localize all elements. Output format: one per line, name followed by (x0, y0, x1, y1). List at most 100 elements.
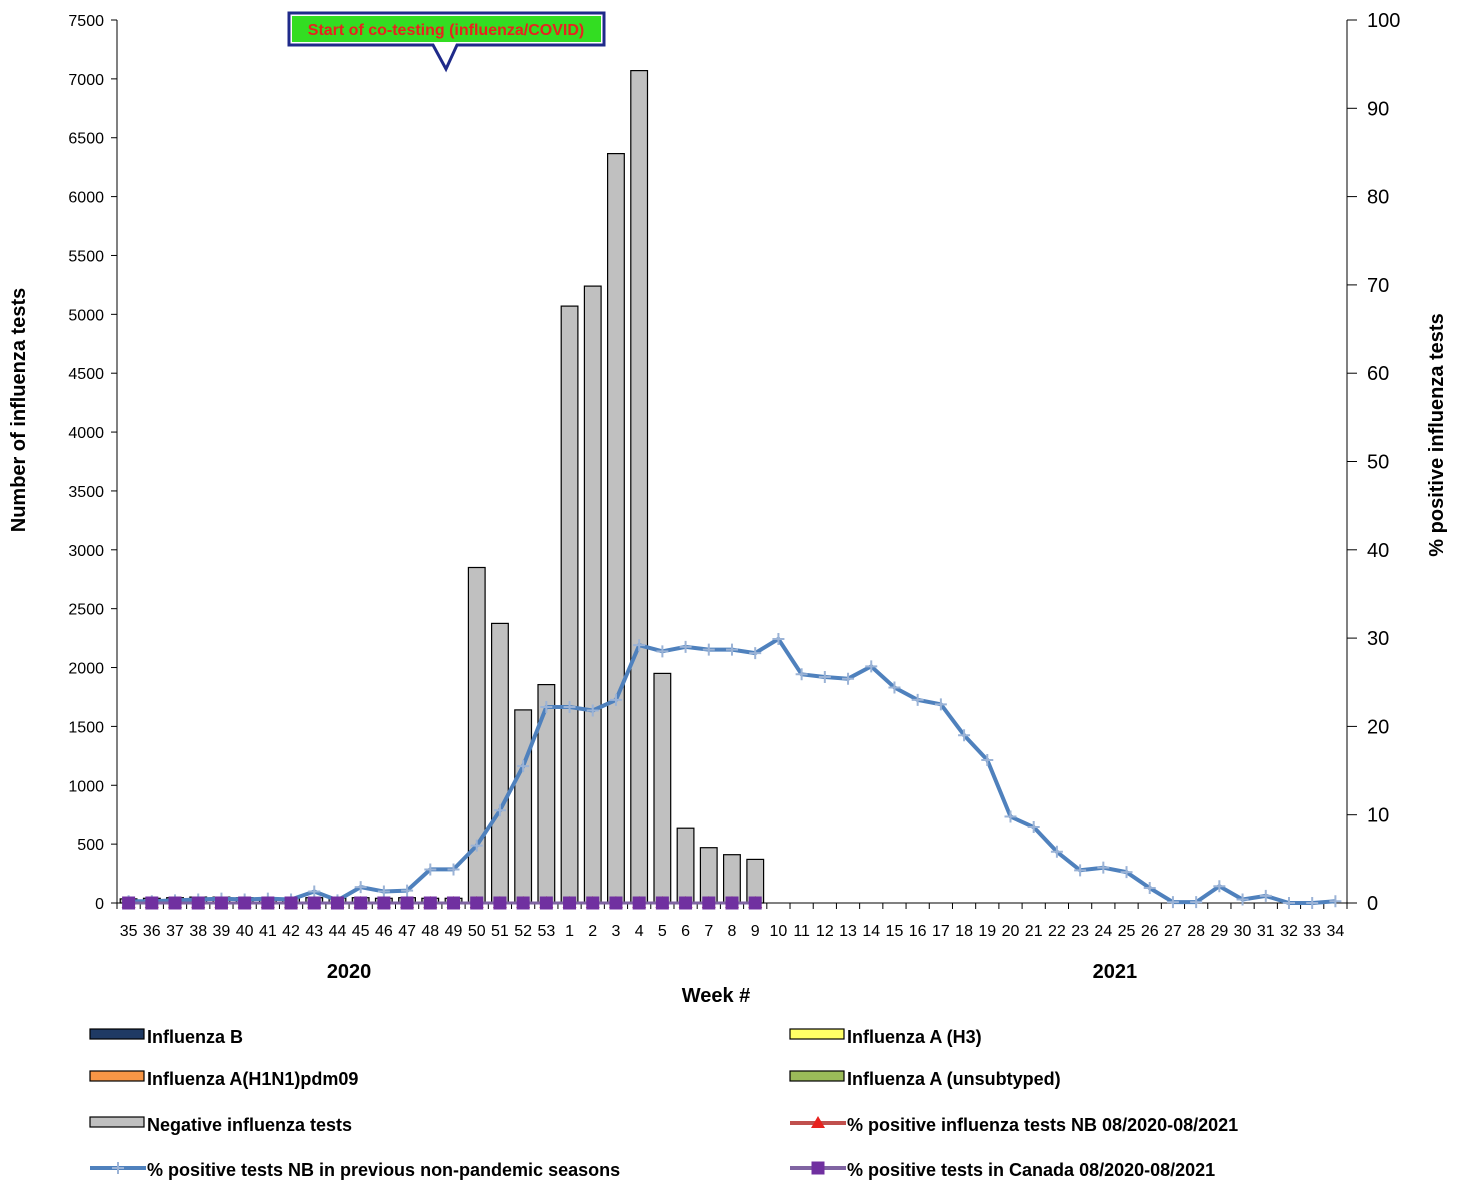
marker-plus-week-1 (563, 700, 576, 713)
marker-square-week-43 (307, 896, 321, 910)
x-tick-label: 26 (1141, 923, 1159, 940)
marker-plus-week-13 (842, 672, 855, 685)
marker-plus-week-48 (424, 863, 437, 876)
x-tick-label: 38 (189, 923, 207, 940)
y-right-tick-label: 30 (1367, 628, 1389, 650)
callout-text: Start of co-testing (influenza/COVID) (308, 22, 584, 39)
x-tick-label: 34 (1326, 923, 1344, 940)
marker-plus-week-32 (1282, 897, 1295, 909)
x-tick-label: 16 (909, 923, 927, 940)
marker-square-week-3 (609, 896, 623, 910)
marker-square-week-41 (261, 896, 275, 910)
y-left-tick-label: 7500 (68, 13, 104, 30)
marker-plus-week-9 (749, 647, 762, 660)
x-tick-label: 50 (468, 923, 486, 940)
marker-square-week-46 (377, 896, 391, 910)
y-right-tick-label: 20 (1367, 716, 1389, 738)
axes-layer (111, 19, 1357, 909)
y-left-tick-label: 6000 (68, 190, 104, 207)
y-right-tick-label: 40 (1367, 540, 1389, 562)
legend-label: Negative influenza tests (147, 1115, 352, 1135)
x-tick-label: 29 (1210, 923, 1228, 940)
marker-plus-week-31 (1259, 889, 1272, 902)
legend-label: % positive tests in Canada 08/2020-08/20… (847, 1160, 1215, 1180)
x-tick-label: 36 (143, 923, 161, 940)
marker-plus-week-19 (981, 753, 994, 766)
marker-plus-week-legend (112, 1162, 124, 1174)
x-tick-label: 30 (1234, 923, 1252, 940)
marker-plus-week-18 (958, 729, 971, 742)
marker-square-week-50 (470, 896, 484, 910)
marker-plus-week-8 (726, 643, 738, 656)
co-testing-callout: Start of co-testing (influenza/COVID) (287, 11, 606, 73)
lines-layer (121, 632, 1342, 910)
x-tick-label: 43 (305, 923, 323, 940)
marker-plus-week-7 (702, 643, 715, 656)
x-axis-title: Week # (682, 985, 751, 1007)
y-left-tick-label: 5500 (68, 248, 104, 265)
y-left-tick-label: 4500 (68, 366, 104, 383)
marker-plus-week-34 (1329, 895, 1342, 908)
marker-plus-week-53 (540, 700, 553, 713)
marker-square-week-36 (145, 896, 159, 910)
marker-square-week-6 (679, 896, 693, 910)
x-tick-label: 23 (1071, 923, 1089, 940)
bar-negative-influenza-tests-week-52 (514, 709, 533, 904)
y-axis-left-title: Number of influenza tests (8, 288, 30, 532)
legend-swatch (789, 1028, 845, 1040)
y-right-tick-label: 50 (1367, 452, 1389, 474)
marker-plus-week-10 (772, 632, 785, 645)
bar-negative-influenza-tests-week-51 (491, 622, 509, 904)
x-tick-label: 17 (932, 923, 950, 940)
y-right-tick-label: 60 (1367, 363, 1389, 385)
marker-plus-week-52 (517, 760, 530, 773)
bar-negative-influenza-tests-week-5 (653, 672, 672, 904)
legend-item--positive-tests-in-canada-08-2020-08-2021: % positive tests in Canada 08/2020-08/20… (790, 1160, 1215, 1180)
marker-plus-week-22 (1050, 845, 1063, 858)
x-tick-label: 9 (751, 923, 760, 940)
y-left-tick-label: 0 (95, 896, 104, 913)
x-tick-label: 22 (1048, 923, 1066, 940)
x-tick-label: 46 (375, 923, 393, 940)
marker-plus-week-5 (656, 645, 669, 658)
x-tick-label: 35 (120, 923, 138, 940)
bar-negative-influenza-tests-week-6 (676, 827, 695, 904)
marker-plus-week-33 (1306, 897, 1319, 909)
legend-label: Influenza A (unsubtyped) (847, 1069, 1061, 1089)
x-tick-label: 40 (236, 923, 254, 940)
x-tick-label: 11 (793, 923, 810, 940)
y-left-tick-label: 1500 (68, 719, 104, 736)
x-tick-label: 44 (329, 923, 347, 940)
x-tick-label: 39 (213, 923, 231, 940)
marker-square-week-38 (191, 896, 205, 910)
x-tick-label: 37 (166, 923, 184, 940)
x-tick-label: 13 (839, 923, 857, 940)
marker-plus-week-49 (447, 863, 460, 876)
x-tick-label: 8 (728, 923, 737, 940)
x-tick-label: 14 (862, 923, 880, 940)
x-tick-label: 32 (1280, 923, 1298, 940)
bar-negative-influenza-tests-week-1 (560, 305, 579, 904)
y-left-tick-label: 3000 (68, 543, 104, 560)
legend-label: Influenza A (H3) (847, 1027, 982, 1047)
legend-swatch (89, 1070, 145, 1082)
x-tick-label: 15 (886, 923, 904, 940)
bar-negative-influenza-tests-week-8 (722, 854, 741, 904)
legend-swatch (789, 1070, 845, 1082)
marker-plus-week-25 (1120, 866, 1133, 879)
legend-item--positive-influenza-tests-nb-08-2020-08-2021: % positive influenza tests NB 08/2020-08… (790, 1115, 1238, 1135)
y-right-tick-label: 0 (1367, 893, 1378, 915)
bar-negative-influenza-tests-week-2 (583, 285, 602, 904)
y-left-tick-label: 3500 (68, 484, 104, 501)
marker-square-week-52 (516, 896, 530, 910)
marker-plus-week-3 (609, 693, 622, 706)
x-tick-label: 2 (588, 923, 597, 940)
x-tick-label: 45 (352, 923, 370, 940)
marker-plus-week-43 (308, 885, 321, 898)
marker-square-week-44 (330, 896, 344, 910)
marker-plus-week-6 (679, 640, 692, 653)
y-left-tick-label: 7000 (68, 72, 104, 89)
x-tick-label: 3 (612, 923, 621, 940)
legend-label: Influenza B (147, 1027, 243, 1047)
marker-plus-week-45 (354, 881, 367, 894)
